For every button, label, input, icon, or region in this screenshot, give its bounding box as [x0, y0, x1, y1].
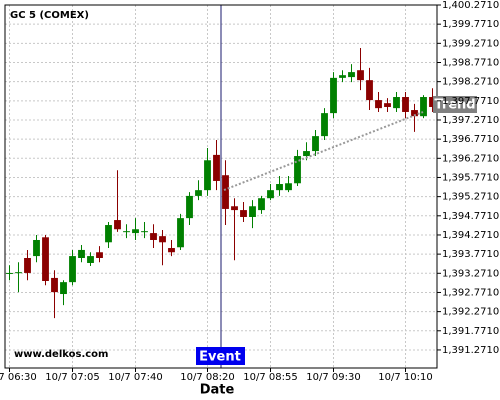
y-tick-label: 1,399.7710: [442, 19, 499, 30]
x-tick-label: 10/7 09:30: [306, 372, 360, 383]
candle-body: [60, 282, 67, 295]
candle-body: [195, 190, 202, 196]
candle-body: [150, 233, 157, 240]
candle-body: [6, 272, 13, 274]
trend-box: [433, 96, 477, 113]
candles: [6, 47, 436, 319]
candle-body: [96, 252, 103, 258]
y-tick-label: 1,397.2710: [442, 115, 499, 126]
event-label: Event: [199, 350, 241, 365]
candle-body: [231, 206, 238, 211]
y-tick-label: 1,394.2710: [442, 230, 499, 241]
candle-body: [285, 183, 292, 191]
trend-label: Trend: [434, 98, 475, 113]
candle-body: [258, 198, 265, 211]
candle-body: [339, 75, 346, 78]
candle-body: [321, 113, 328, 137]
candle-body: [366, 80, 373, 101]
candle-body: [204, 160, 211, 191]
candle-body: [159, 236, 166, 243]
candle-body: [375, 100, 382, 109]
candle-body: [303, 151, 310, 157]
candle-body: [411, 110, 418, 117]
y-tick-label: 1,400.2710: [442, 0, 499, 11]
event-box: [196, 347, 245, 365]
candle-body: [141, 231, 148, 233]
x-tick-label: 10/7 08:55: [243, 372, 297, 383]
y-tick-label: 1,398.2710: [442, 77, 499, 88]
candle-body: [249, 206, 256, 217]
candle-body: [330, 77, 337, 114]
y-tick-label: 1,399.2710: [442, 38, 499, 49]
candle-body: [123, 231, 130, 233]
candle-body: [186, 195, 193, 219]
chart-title: GC 5 (COMEX): [10, 10, 89, 21]
candle-body: [105, 225, 112, 243]
candle-body: [429, 97, 436, 107]
y-tick-label: 1,393.7710: [442, 249, 499, 260]
x-tick-label: 10/7 07:40: [108, 372, 162, 383]
candle-body: [240, 210, 247, 217]
candle-body: [69, 256, 76, 283]
candle-body: [222, 175, 229, 209]
candle-body: [357, 70, 364, 81]
x-tick-label: 10/7 07:05: [45, 372, 99, 383]
watermark: www.delkos.com: [14, 349, 108, 360]
y-tick-label: 1,392.2710: [442, 307, 499, 318]
y-tick-label: 1,396.2710: [442, 153, 499, 164]
candle-body: [51, 277, 58, 293]
candle-body: [276, 184, 283, 191]
y-tick-label: 1,396.7710: [442, 134, 499, 145]
plot-frame: [4, 4, 438, 369]
candle-body: [267, 190, 274, 199]
candle-body: [24, 258, 31, 273]
x-axis-label: Date: [200, 383, 235, 398]
candle-body: [393, 97, 400, 109]
y-tick-label: 1,397.7710: [442, 96, 499, 107]
candle-body: [402, 97, 409, 112]
candle-body: [312, 136, 319, 152]
candle-body: [87, 256, 94, 263]
candle-body: [420, 97, 427, 117]
y-tick-label: 1,398.7710: [442, 57, 499, 68]
candle-body: [78, 249, 85, 258]
x-tick-label: 10/7 06:30: [0, 372, 37, 383]
candle-body: [348, 72, 355, 78]
candle-body: [384, 103, 391, 107]
candle-body: [15, 272, 22, 274]
candle-body: [177, 218, 184, 248]
x-tick-label: 10/7 10:10: [378, 372, 432, 383]
candle-body: [168, 248, 175, 253]
y-tick-label: 1,393.2710: [442, 268, 499, 279]
candle-body: [294, 156, 301, 184]
y-tick-label: 1,392.7710: [442, 287, 499, 298]
y-tick-label: 1,395.7710: [442, 172, 499, 183]
y-tick-label: 1,391.2710: [442, 345, 499, 356]
candle-body: [213, 154, 220, 181]
candle-body: [114, 220, 121, 230]
candle-body: [132, 229, 139, 234]
candle-body: [42, 237, 49, 281]
y-tick-label: 1,394.7710: [442, 211, 499, 222]
candle-body: [33, 239, 40, 257]
x-tick-label: 10/7 08:20: [180, 372, 234, 383]
y-tick-label: 1,391.7710: [442, 326, 499, 337]
y-tick-label: 1,395.2710: [442, 192, 499, 203]
